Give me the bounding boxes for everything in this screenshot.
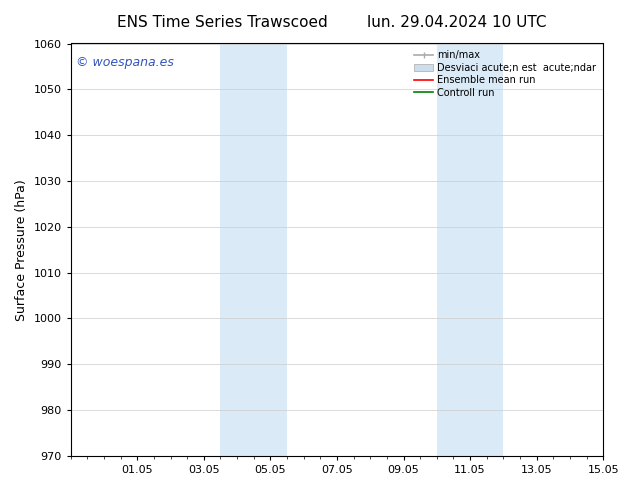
Bar	[437, 44, 503, 456]
Y-axis label: Surface Pressure (hPa): Surface Pressure (hPa)	[15, 179, 28, 320]
Bar	[221, 44, 287, 456]
Text: © woespana.es: © woespana.es	[76, 56, 174, 69]
Text: ENS Time Series Trawscoed: ENS Time Series Trawscoed	[117, 15, 327, 30]
Legend: min/max, Desviaci acute;n est  acute;ndar, Ensemble mean run, Controll run: min/max, Desviaci acute;n est acute;ndar…	[412, 49, 598, 99]
Text: lun. 29.04.2024 10 UTC: lun. 29.04.2024 10 UTC	[366, 15, 547, 30]
